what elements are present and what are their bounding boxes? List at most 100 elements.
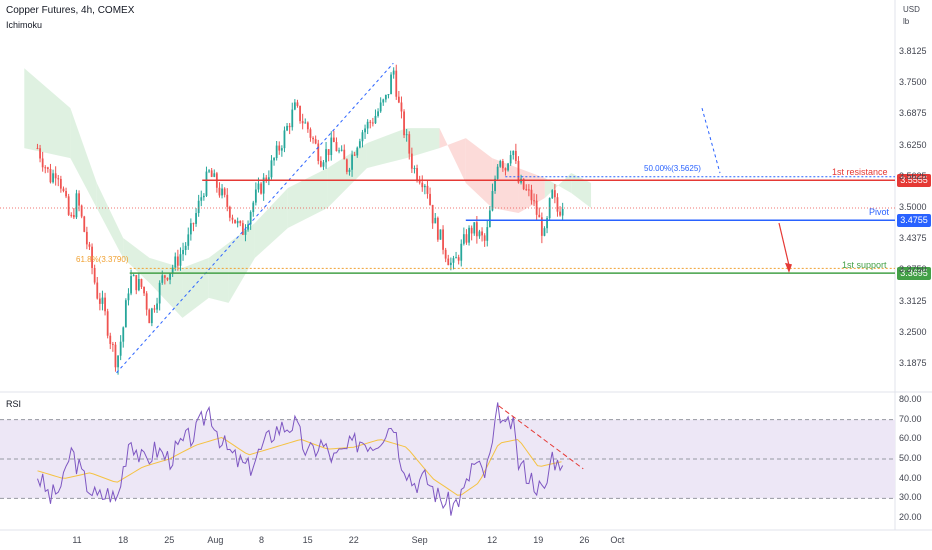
candle-body <box>280 148 283 151</box>
candle-body <box>148 309 151 324</box>
candle-body <box>504 168 507 171</box>
ichimoku-cloud-segment <box>287 168 328 228</box>
ichimoku-cloud-segment <box>366 128 407 169</box>
candle-body <box>559 211 561 216</box>
candle-body <box>413 168 416 170</box>
candle-body <box>49 168 52 183</box>
candle-body <box>91 246 93 268</box>
candle-body <box>499 160 502 167</box>
time-axis-tick: Sep <box>411 535 428 545</box>
candle-body <box>434 217 437 224</box>
candle-body <box>366 121 369 129</box>
candle-body <box>538 214 541 218</box>
price-axis-tick: 3.7500 <box>899 77 927 88</box>
ichimoku-cloud-segment <box>254 188 288 258</box>
candle-body <box>457 257 460 261</box>
ascending-trendline <box>116 62 394 374</box>
candle-body <box>384 95 387 100</box>
candle-body <box>67 196 70 215</box>
candle-body <box>231 217 234 220</box>
candle-body <box>44 167 47 169</box>
candle-body <box>452 258 455 263</box>
candle-body <box>491 191 494 211</box>
price-axis-tick: 3.5625 <box>899 170 927 181</box>
ichimoku-cloud-segment <box>571 173 592 208</box>
level-price-badge: 3.4755 <box>897 213 931 227</box>
candle-body <box>306 122 309 130</box>
candle-body <box>184 245 187 250</box>
candle-body <box>293 102 296 110</box>
candle-body <box>379 102 382 112</box>
candle-body <box>205 171 208 196</box>
rsi-axis-tick: 70.00 <box>899 413 922 424</box>
time-axis-tick: 19 <box>533 535 544 545</box>
candle-body <box>145 293 148 310</box>
candle-body <box>283 130 286 149</box>
rsi-axis-tick: 50.00 <box>899 453 922 463</box>
candle-body <box>106 311 109 336</box>
candle-body <box>54 173 57 179</box>
candle-body <box>197 200 200 214</box>
price-axis-unit: lb <box>903 17 910 26</box>
candle-body <box>143 286 145 294</box>
level-label: Pivot <box>869 207 890 218</box>
candle-body <box>78 193 80 206</box>
candle-body <box>496 166 499 179</box>
candle-body <box>322 162 325 167</box>
candle-body <box>410 153 413 169</box>
candle-body <box>221 188 223 196</box>
candle-body <box>46 167 49 169</box>
candle-body <box>462 234 465 244</box>
candle-body <box>166 277 169 280</box>
candle-body <box>439 229 442 240</box>
candle-body <box>124 300 127 328</box>
candle-body <box>179 254 182 266</box>
candle-body <box>551 190 554 199</box>
level-price-badge: 3.3695 <box>897 266 931 280</box>
candle-body <box>161 275 164 283</box>
candle-body <box>270 160 273 178</box>
candle-body <box>301 121 304 124</box>
rsi-axis-tick: 40.00 <box>899 472 922 483</box>
fib-level-label: 50.00%(3.5625) <box>644 163 701 173</box>
rsi-line <box>37 402 564 516</box>
candle-body <box>343 149 346 160</box>
candle-body <box>122 327 125 342</box>
candle-body <box>543 228 546 236</box>
candle-body <box>223 188 226 195</box>
level-price-badge: 3.5555 <box>897 173 931 187</box>
candle-body <box>338 150 340 152</box>
candle-body <box>535 200 538 215</box>
candle-body <box>460 243 463 261</box>
candle-body <box>447 258 450 266</box>
candle-body <box>468 227 470 243</box>
candle-body <box>59 178 62 189</box>
price-axis-tick: 3.6250 <box>899 139 927 150</box>
candle-body <box>507 163 509 171</box>
candle-body <box>210 170 213 177</box>
candle-body <box>189 223 192 235</box>
candle-body <box>236 220 239 224</box>
candle-body <box>70 214 73 216</box>
candle-body <box>377 111 379 116</box>
candle-body <box>387 94 390 96</box>
candle-body <box>249 212 252 225</box>
candle-body <box>88 244 91 247</box>
candle-body <box>533 200 535 202</box>
candle-body <box>252 202 255 213</box>
candle-body <box>426 185 429 194</box>
candle-body <box>288 125 291 128</box>
candle-body <box>478 231 481 237</box>
down-arrow-head <box>785 262 792 273</box>
candle-body <box>228 206 231 218</box>
candle-body <box>312 137 314 140</box>
candle-body <box>65 191 67 197</box>
candle-body <box>171 267 174 273</box>
ichimoku-cloud-segment <box>492 158 519 213</box>
candle-body <box>127 293 130 301</box>
candle-body <box>174 256 177 268</box>
candle-body <box>405 134 408 136</box>
candle-body <box>153 308 156 310</box>
candle-body <box>556 197 559 212</box>
